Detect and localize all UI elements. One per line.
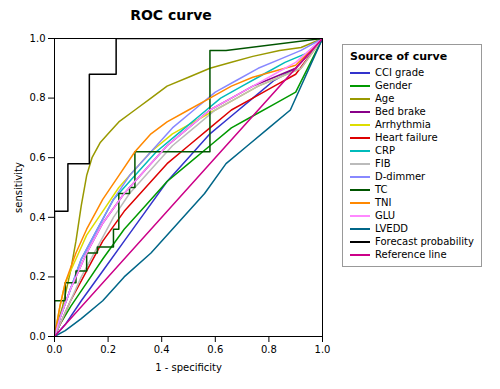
html-text:CCI grade: CCI grade [375,67,425,78]
svg-text:0.0: 0.0 [30,331,46,342]
html-text:Age: Age [375,93,395,104]
svg-text:1.0: 1.0 [315,344,331,355]
svg-text:1.0: 1.0 [30,33,46,44]
html-text:D-dimmer: D-dimmer [375,171,426,182]
html-text:Forecast probability: Forecast probability [375,236,474,247]
html-text:Gender: Gender [375,80,412,91]
svg-text:0.0: 0.0 [47,344,63,355]
html-text:GLU: GLU [375,210,396,221]
svg-text:0.6: 0.6 [30,152,46,163]
html-text:ROC curve: ROC curve [130,7,212,23]
html-text:FIB: FIB [375,158,391,169]
svg-text:0.2: 0.2 [100,344,116,355]
html-text:Heart failure: Heart failure [375,132,438,143]
svg-text:0.8: 0.8 [30,92,46,103]
html-text:Bed brake: Bed brake [375,106,426,117]
html-text:TNI: TNI [375,197,392,208]
svg-text:0.6: 0.6 [207,344,223,355]
html-text:LVEDD: LVEDD [375,223,408,234]
svg-text:sensitivity: sensitivity [13,162,24,213]
svg-text:0.8: 0.8 [261,344,277,355]
html-text:Arrhythmia: Arrhythmia [375,119,431,130]
svg-text:0.4: 0.4 [154,344,170,355]
svg-text:0.4: 0.4 [30,212,46,223]
html-text:CRP: CRP [375,145,395,156]
html-text:TC: TC [375,184,388,195]
svg-text:1 - specificity: 1 - specificity [155,362,222,373]
svg-text:0.2: 0.2 [30,271,46,282]
html-text:Source of curve: Source of curve [350,50,448,63]
html-text:Reference line: Reference line [375,249,447,260]
